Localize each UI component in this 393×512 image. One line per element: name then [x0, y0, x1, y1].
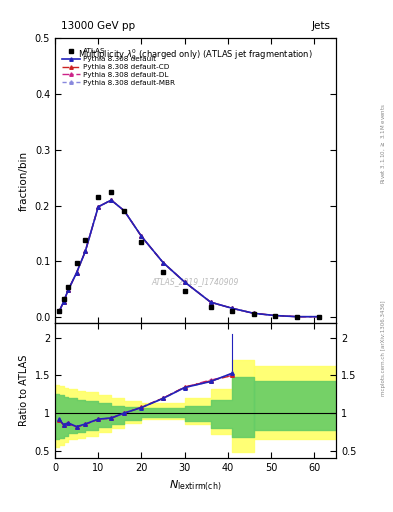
- Text: 13000 GeV pp: 13000 GeV pp: [61, 22, 135, 31]
- Text: Jets: Jets: [311, 22, 331, 31]
- X-axis label: $N_{\mathrm{lextirm(ch)}}$: $N_{\mathrm{lextirm(ch)}}$: [169, 479, 222, 493]
- Text: Rivet 3.1.10, $\geq$ 3.1M events: Rivet 3.1.10, $\geq$ 3.1M events: [379, 103, 387, 184]
- Text: mcplots.cern.ch [arXiv:1306.3436]: mcplots.cern.ch [arXiv:1306.3436]: [381, 301, 386, 396]
- Text: Multiplicity $\lambda_0^0$ (charged only) (ATLAS jet fragmentation): Multiplicity $\lambda_0^0$ (charged only…: [78, 47, 313, 62]
- Y-axis label: Ratio to ATLAS: Ratio to ATLAS: [19, 355, 29, 426]
- Legend: ATLAS, Pythia 8.308 default, Pythia 8.308 default-CD, Pythia 8.308 default-DL, P: ATLAS, Pythia 8.308 default, Pythia 8.30…: [61, 47, 176, 88]
- Text: ATLAS_2019_I1740909: ATLAS_2019_I1740909: [152, 277, 239, 286]
- Y-axis label: fraction/bin: fraction/bin: [19, 151, 29, 210]
